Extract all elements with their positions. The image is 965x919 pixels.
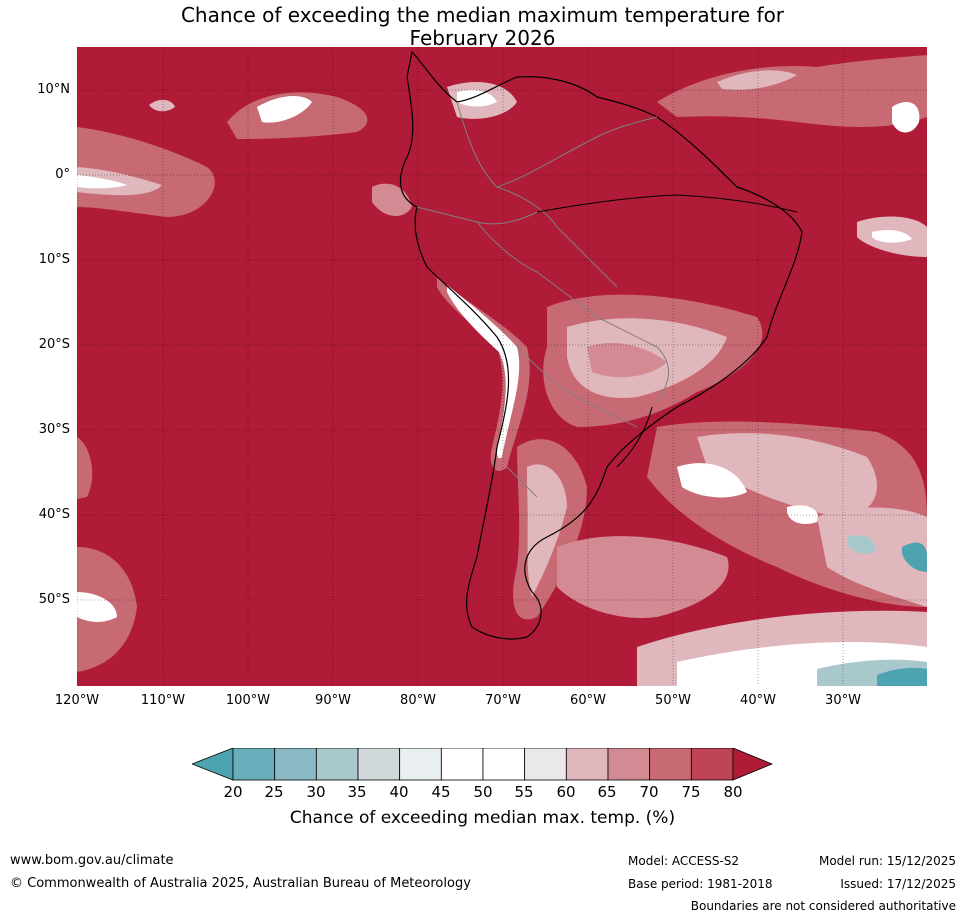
colorbar-left-extend — [190, 747, 234, 781]
colorbar-right-extend — [732, 747, 774, 781]
lat-label-40s: 40°S — [38, 507, 70, 522]
rivers — [536, 194, 798, 468]
lon-label-30w: 30°W — [825, 693, 861, 708]
colorbar-cell — [315, 747, 359, 781]
lat-label-0: 0° — [55, 167, 70, 182]
contour-pacific-small — [149, 99, 175, 112]
colorbar-cell — [565, 747, 609, 781]
colorbar — [190, 747, 774, 786]
cb-tick: 60 — [556, 783, 576, 801]
map-title: Chance of exceeding the median maximum t… — [0, 4, 965, 50]
colorbar-cell — [482, 747, 526, 781]
contour-atlantic-north-70 — [657, 55, 927, 127]
cb-tick: 40 — [389, 783, 409, 801]
contour-atlantic-east2-50 — [872, 229, 912, 243]
contour-south-east-60 — [817, 507, 927, 607]
contour-atlantic-east-50 — [892, 102, 920, 133]
contour-central-sa-65 — [587, 342, 667, 378]
cb-tick: 55 — [514, 783, 534, 801]
footer-disclaimer: Boundaries are not considered authoritat… — [690, 899, 956, 913]
gridlines — [77, 47, 927, 686]
contour-southern-ocean-25 — [877, 667, 927, 686]
title-line-1: Chance of exceeding the median maximum t… — [180, 3, 785, 27]
colorbar-cell — [524, 747, 567, 781]
lon-label-50w: 50°W — [655, 693, 691, 708]
lon-label-110w: 110°W — [140, 693, 186, 708]
contour-andes-50 — [447, 285, 520, 459]
lon-label-80w: 80°W — [400, 693, 436, 708]
contour-pacific-north-70 — [227, 92, 368, 139]
cb-tick: 25 — [264, 783, 284, 801]
colorbar-cell — [232, 747, 276, 781]
colorbar-label: Chance of exceeding median max. temp. (%… — [289, 808, 676, 828]
footer-model-run: Model run: 15/12/2025 — [818, 854, 956, 868]
contour-south-east-25 — [902, 542, 927, 572]
cb-tick: 80 — [723, 783, 743, 801]
cb-tick: 65 — [597, 783, 617, 801]
contour-atlantic-north-60 — [717, 70, 797, 90]
colorbar-cell — [607, 747, 651, 781]
contour-pacific-equator-50 — [77, 175, 127, 189]
probability-map — [77, 47, 927, 686]
colorbar-cell — [274, 747, 317, 781]
cb-tick: 30 — [306, 783, 326, 801]
contour-south-east-40 — [847, 535, 876, 554]
contour-argentina-60 — [527, 464, 567, 597]
country-borders — [416, 101, 670, 498]
cb-tick: 45 — [431, 783, 451, 801]
lon-label-70w: 70°W — [485, 693, 521, 708]
contour-west-70 — [77, 437, 93, 499]
cb-tick: 50 — [473, 783, 493, 801]
lon-label-90w: 90°W — [315, 693, 351, 708]
footer-base-period: Base period: 1981-2018 — [628, 877, 773, 891]
lon-label-40w: 40°W — [740, 693, 776, 708]
title-line-2: February 2026 — [409, 26, 556, 50]
contour-pacific-north-50 — [257, 95, 312, 123]
colorbar-cell — [649, 747, 692, 781]
lat-label-50s: 50°S — [38, 592, 70, 607]
lon-label-120w: 120°W — [54, 693, 100, 708]
lon-label-60w: 60°W — [570, 693, 606, 708]
footer-model: Model: ACCESS-S2 — [628, 854, 740, 868]
colorbar-cell — [399, 747, 442, 781]
south-america-coastline — [399, 50, 803, 640]
contour-caribbean-50 — [457, 90, 497, 107]
lon-label-100w: 100°W — [225, 693, 271, 708]
cb-tick: 35 — [347, 783, 367, 801]
contour-south-atlantic-50b — [787, 505, 818, 524]
colorbar-cell — [357, 747, 401, 781]
lat-label-10s: 10°S — [38, 252, 70, 267]
lat-label-20s: 20°S — [38, 337, 70, 352]
contour-southwest-50 — [77, 592, 117, 622]
contour-patagonia-70 — [557, 536, 729, 618]
colorbar-cell — [440, 747, 484, 781]
probability-contours — [77, 55, 927, 686]
contour-south-atlantic-50 — [677, 463, 747, 498]
footer-issued: Issued: 17/12/2025 — [840, 877, 956, 891]
colorbar-cells — [232, 747, 734, 781]
contour-south-atlantic-60 — [697, 433, 877, 517]
colorbar-cell — [690, 747, 734, 781]
footer-copyright: © Commonwealth of Australia 2025, Austra… — [10, 876, 471, 891]
cb-tick: 75 — [681, 783, 701, 801]
cb-tick: 70 — [639, 783, 659, 801]
footer-website[interactable]: www.bom.gov.au/climate — [10, 853, 174, 868]
cb-tick: 20 — [223, 783, 243, 801]
lat-label-10n: 10°N — [37, 82, 70, 97]
lat-label-30s: 30°S — [38, 422, 70, 437]
